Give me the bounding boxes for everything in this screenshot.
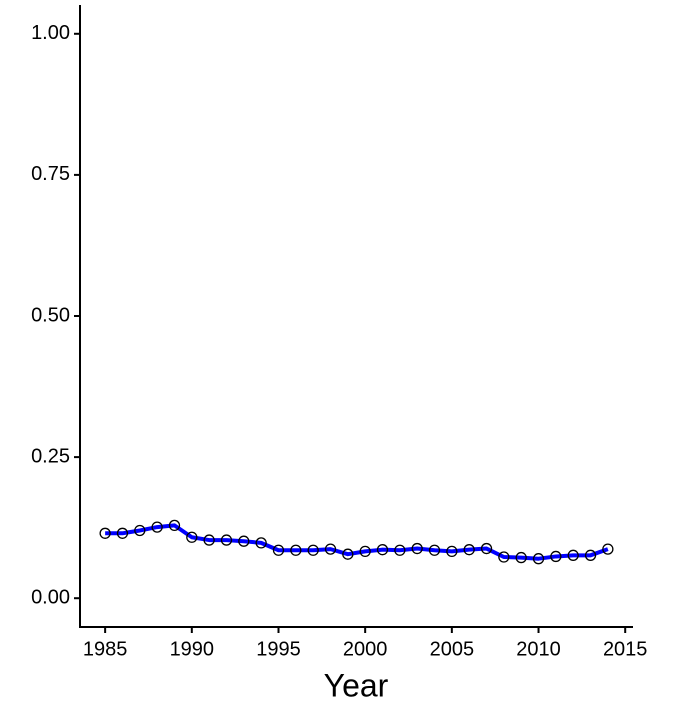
x-tick-label: 1985 — [83, 638, 128, 660]
data-point — [342, 548, 354, 560]
data-point — [116, 527, 129, 539]
x-tick-label: 1990 — [170, 638, 215, 660]
data-point — [238, 535, 250, 547]
data-point — [307, 544, 319, 556]
data-point — [515, 551, 527, 564]
data-point — [602, 543, 614, 555]
data-point — [290, 544, 302, 556]
x-tick-label: 2010 — [516, 638, 561, 660]
data-point — [220, 534, 233, 546]
x-tick-label: 1995 — [256, 638, 301, 660]
data-point — [255, 537, 267, 549]
x-tick-label: 2005 — [430, 638, 475, 660]
data-point — [186, 531, 198, 543]
data-point — [446, 545, 458, 558]
data-line — [105, 523, 609, 561]
data-point — [324, 543, 337, 555]
y-tick-label: 0.00 — [31, 586, 70, 608]
x-tick-label: 2015 — [603, 638, 648, 660]
data-point — [359, 545, 371, 558]
data-point — [99, 527, 111, 539]
data-point — [428, 544, 441, 556]
data-point — [394, 544, 406, 556]
data-point — [203, 534, 215, 546]
x-tick-label: 2000 — [343, 638, 388, 660]
data-point — [550, 550, 562, 563]
data-point — [480, 542, 493, 555]
data-point — [134, 524, 146, 537]
data-point — [272, 544, 285, 556]
data-point — [168, 519, 181, 532]
y-tick-label: 1.00 — [31, 22, 70, 44]
x-axis-title: Year — [324, 667, 389, 703]
data-point — [532, 553, 545, 565]
data-point — [376, 544, 389, 556]
y-tick-label: 0.75 — [31, 163, 70, 185]
data-point — [567, 549, 579, 561]
y-tick-label: 0.25 — [31, 445, 70, 467]
y-tick-label: 0.50 — [31, 304, 70, 326]
data-point — [411, 542, 423, 555]
data-point — [463, 544, 475, 556]
data-point — [498, 551, 510, 563]
data-point — [584, 549, 597, 561]
data-point — [151, 521, 163, 533]
